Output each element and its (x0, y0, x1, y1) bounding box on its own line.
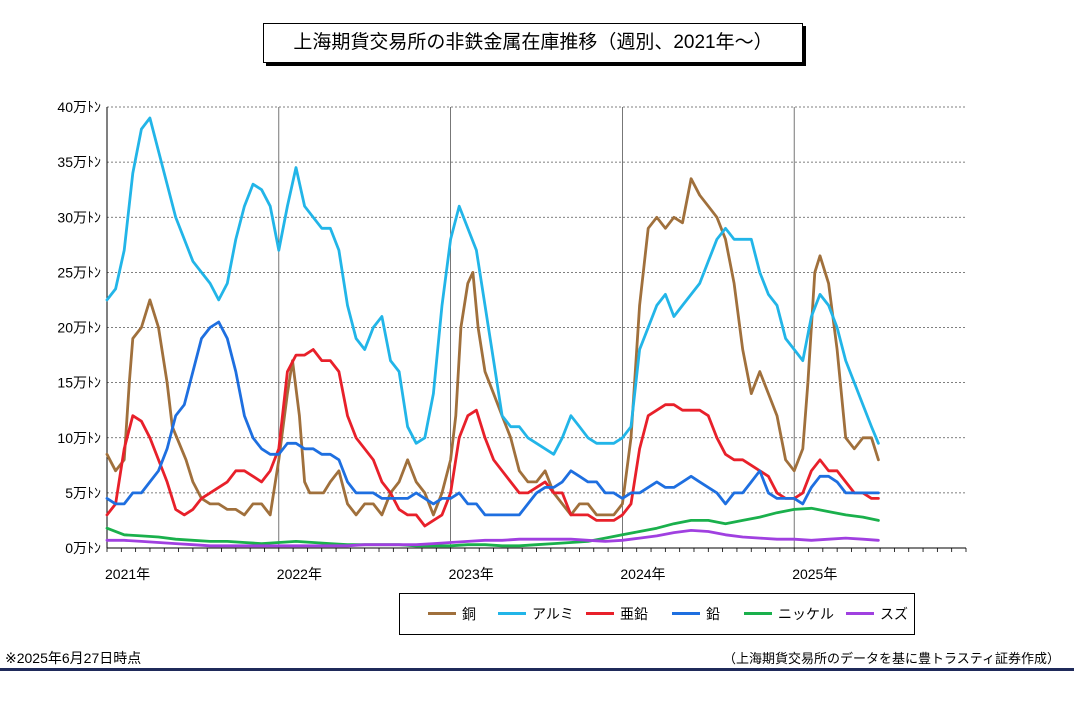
axes: 0万ﾄﾝ 5万ﾄﾝ 10万ﾄﾝ 15万ﾄﾝ 20万ﾄﾝ 25万ﾄﾝ 30万ﾄﾝ 35万ﾄﾝ 40… (57, 99, 967, 582)
source-note: （上海期貨交易所のデータを基に豊トラスティ証券作成） (723, 651, 1060, 666)
y-tick-label: 25万ﾄﾝ (57, 264, 101, 280)
legend-swatch (586, 612, 614, 615)
series-line (105, 348, 880, 528)
series-line (105, 529, 880, 548)
y-tick-label: 5万ﾄﾝ (65, 485, 101, 501)
y-tick-label: 35万ﾄﾝ (57, 154, 101, 170)
legend-swatch (428, 612, 456, 615)
series-line (105, 116, 880, 456)
legend-label: 鉛 (706, 606, 720, 622)
y-tick-label: 10万ﾄﾝ (57, 430, 101, 446)
series-line (105, 506, 880, 548)
x-tick-label: 2024年 (620, 566, 665, 582)
x-tick-label: 2022年 (277, 566, 322, 582)
y-tick-label: 0万ﾄﾝ (65, 540, 101, 556)
legend-label: 亜鉛 (620, 606, 648, 622)
series-lines (105, 116, 880, 548)
y-tick-label: 20万ﾄﾝ (57, 320, 101, 336)
series-line (105, 320, 880, 517)
series-line (105, 177, 880, 517)
legend-label: ニッケル (778, 606, 834, 622)
x-tick-label: 2025年 (792, 566, 837, 582)
bottom-rule (0, 668, 1074, 671)
y-tick-label: 15万ﾄﾝ (57, 375, 101, 391)
legend-swatch (498, 612, 526, 615)
date-note: ※2025年6月27日時点 (5, 650, 142, 666)
legend-swatch (744, 612, 772, 615)
legend-swatch (846, 612, 874, 615)
y-tick-label: 30万ﾄﾝ (57, 209, 101, 225)
legend-swatch (672, 612, 700, 615)
x-tick-label: 2023年 (449, 566, 494, 582)
legend: 銅 アルミ 亜鉛 鉛 ニッケル スズ (399, 593, 915, 635)
legend-label: 銅 (462, 606, 476, 622)
x-tick-label: 2021年 (105, 566, 150, 582)
legend-label: スズ (880, 606, 908, 622)
y-tick-label: 40万ﾄﾝ (57, 99, 101, 115)
chart-title: 上海期貨交易所の非鉄金属在庫推移（週別、2021年～） (263, 23, 803, 63)
legend-label: アルミ (532, 606, 574, 622)
